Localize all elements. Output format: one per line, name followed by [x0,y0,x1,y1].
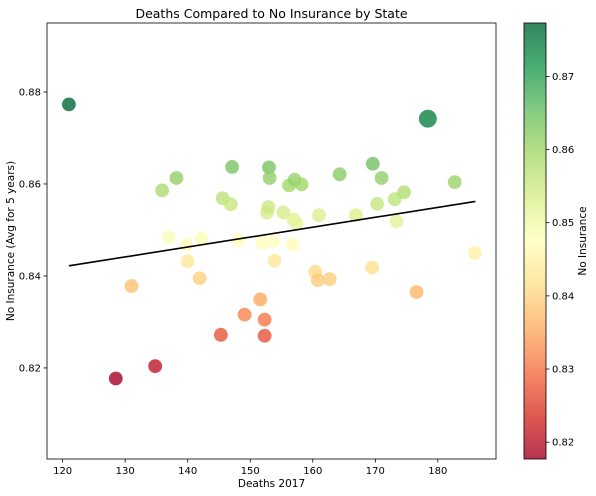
scatter-point [467,246,482,260]
scatter-point [370,196,385,211]
scatter-point [61,97,76,112]
scatter-point [418,109,437,128]
x-tick-label: 140 [178,466,197,477]
scatter-point [365,156,380,171]
scatter-point [261,200,276,214]
scatter-point [265,234,280,249]
colorbar-tick-label: 0.86 [552,145,574,156]
scatter-point [447,175,462,190]
scatter-point [294,177,309,192]
scatter-point [267,253,282,268]
scatter-point [312,208,326,223]
scatter-point [365,260,380,275]
scatter-point [223,197,238,212]
x-axis: 120 130 140 150 160 170 180 [53,459,447,477]
scatter-point [389,214,404,229]
x-tick-label: 120 [53,466,72,477]
plot-border [46,22,497,460]
trend-line [68,200,476,267]
scatter-point [225,160,239,174]
y-tick-label: 0.86 [19,179,41,190]
scatter-point [262,171,277,185]
scatter-point [124,279,139,293]
scatter-point [180,254,195,269]
trend-layer [68,200,476,267]
colorbar-tick-label: 0.82 [552,438,574,449]
y-tick-label: 0.82 [19,363,41,374]
scatter-point [322,272,337,287]
scatter-point [155,183,169,198]
chart-title: Deaths Compared to No Insurance by State [135,6,407,21]
x-tick-label: 170 [366,466,385,477]
y-tick-label: 0.88 [19,87,41,98]
colorbar-ticks: 0.82 0.83 0.84 0.85 0.86 0.87 [546,72,574,449]
plot-area: 120 130 140 150 160 170 180 0.82 0.84 0.86 0.88 [19,22,497,477]
colorbar-tick-label: 0.84 [552,291,574,302]
scatter-point [262,160,276,175]
scatter-point [374,171,389,185]
scatter-point [257,328,272,343]
x-tick-label: 160 [303,466,322,477]
scatter-point [276,205,291,220]
colorbar-border [523,22,547,460]
colorbar-fill [524,23,546,459]
colorbar: 0.82 0.83 0.84 0.85 0.86 0.87 [523,22,574,460]
scatter-point [194,231,209,246]
scatter-point [162,230,176,245]
x-axis-label: Deaths 2017 [238,478,305,490]
scatter-point [237,307,252,322]
scatter-point [192,271,207,286]
scatter-point [255,235,270,250]
scatter-point [332,167,347,182]
colorbar-tick-label: 0.85 [552,218,574,229]
y-axis: 0.82 0.84 0.86 0.88 [19,87,47,374]
colorbar-tick-label: 0.87 [552,72,574,83]
y-axis-label: No Insurance (Avg for 5 years) [5,161,17,321]
scatter-point [409,285,424,299]
scatter-point [310,273,325,287]
scatter-point [285,237,300,252]
scatter-point [169,171,184,185]
scatter-point [148,359,163,373]
y-tick-label: 0.84 [19,271,41,282]
scatter-point [257,312,272,327]
x-tick-label: 130 [116,466,135,477]
points-layer [61,97,482,386]
scatter-point [289,216,304,231]
scatter-point [349,208,363,223]
scatter-point [397,185,411,200]
colorbar-label: No Insurance [577,206,589,275]
colorbar-tick-label: 0.83 [552,365,574,376]
scatter-point [213,327,228,342]
scatter-point [231,233,246,247]
scatter-point [253,292,268,307]
scatter-point [108,371,123,386]
scatter-point [179,237,194,252]
x-tick-label: 180 [428,466,447,477]
x-tick-label: 150 [241,466,260,477]
